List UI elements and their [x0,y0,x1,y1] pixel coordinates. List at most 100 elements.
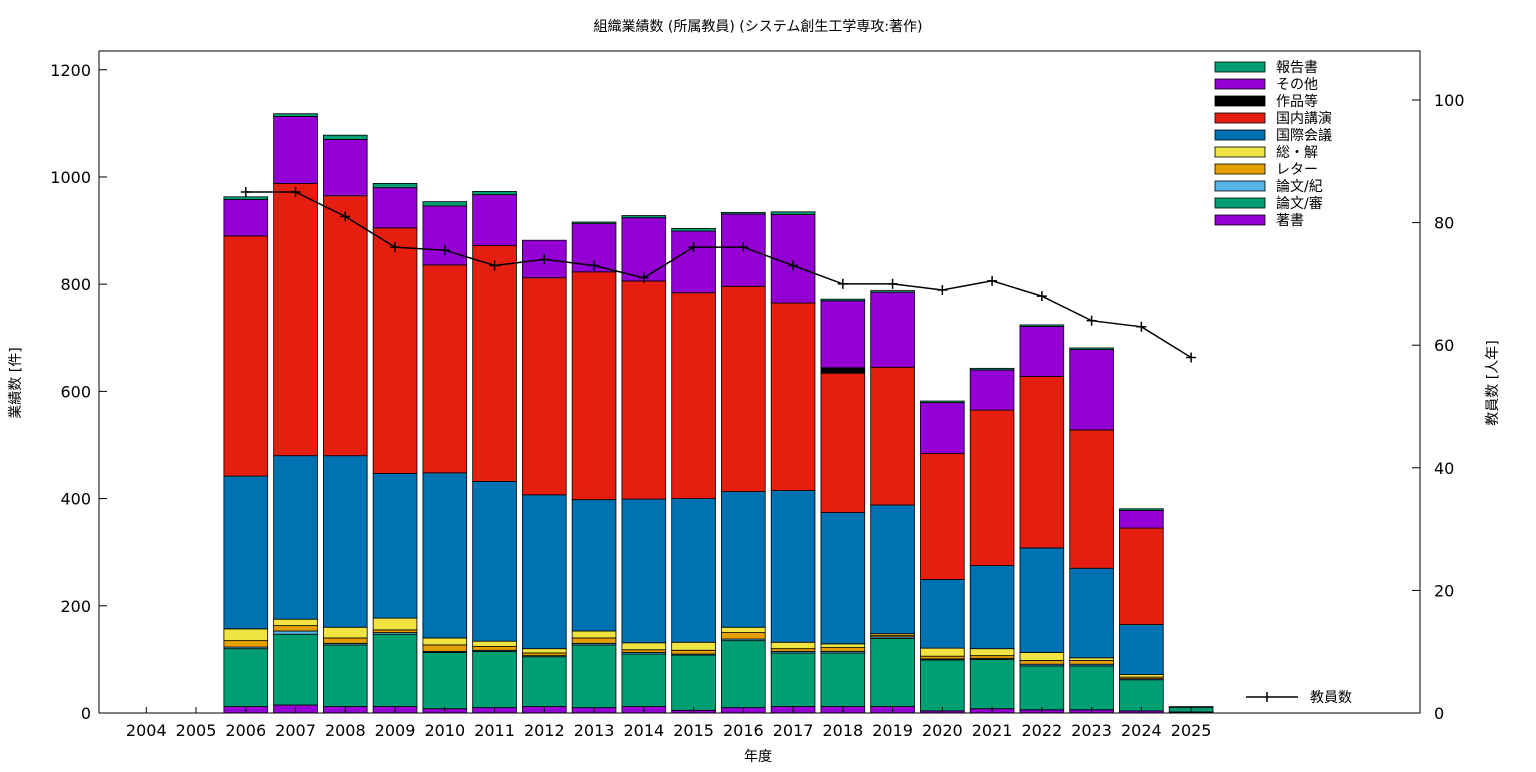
line-point [788,260,799,271]
x-tick-label: 2006 [225,721,266,740]
bar-segment [522,494,567,650]
bar-segment [1119,624,1164,675]
bar-segment [969,659,1015,710]
x-tick-label: 2007 [275,721,316,740]
bar-segment [571,637,617,644]
legend-label: レター [1276,162,1318,178]
bar-segment [322,637,368,644]
bar-segment [920,647,965,657]
line-point [1036,291,1047,302]
bar-segment [920,655,965,660]
bar-segment [223,640,269,648]
bar-segment [770,302,816,491]
line-point [489,260,500,271]
bar-segment [920,659,965,712]
line-point [987,275,998,286]
bar-segment [1019,652,1065,661]
legend-label: 国際会議 [1276,127,1332,144]
bar-segment [273,182,318,457]
line-point [738,242,749,253]
bar-segment [1069,429,1114,569]
x-tick-label: 2020 [922,721,963,740]
y-tick-label: 600 [60,382,91,401]
series-line-教員数 [245,191,1192,359]
x-tick-label: 2009 [375,721,416,740]
legend-swatch [1214,61,1266,73]
bar-segment [969,565,1015,650]
bar-segment [969,409,1015,566]
bar-segment [422,637,468,646]
bar-segment [1069,665,1114,711]
bar-segment [820,647,866,652]
bar-segment [770,211,816,215]
bar-segment [770,648,816,652]
legend-label: 作品等 [1276,93,1318,110]
bar-segment [1069,660,1114,665]
bar-segment [721,626,766,633]
bar-segment [322,455,368,628]
bar-segment [322,644,368,707]
x-tick-label: 2016 [723,721,764,740]
legend-label: 論文/紀 [1276,179,1323,195]
bar-segment [920,579,965,649]
bar-segment [621,217,667,282]
bar-segment [721,632,766,640]
legend-swatch [1214,129,1266,141]
bar-segment [472,245,517,482]
bar-segment [223,199,269,237]
bar-segment [969,648,1015,657]
legend-label: 報告書 [1276,60,1318,76]
bar-segment [273,630,318,635]
line-point [887,278,898,289]
bar-segment [671,292,716,499]
bar-segment [820,300,866,369]
x-tick-label: 2013 [574,721,615,740]
bar-segment [273,633,318,706]
bar-segment [870,366,915,506]
bar-segment [920,400,965,404]
x-tick-label: 2017 [773,721,814,740]
bar-segment [770,490,816,643]
y-tick-label: 400 [60,490,91,509]
bar-segment [1019,665,1065,711]
bar-segment [770,214,816,304]
bar-segment [770,641,816,650]
line-point [290,186,301,197]
bar-segment [721,640,766,709]
line-point [688,242,699,253]
legend-swatch [1214,78,1266,90]
y2-tick-label: 40 [1434,459,1454,478]
bar-segment [472,650,517,709]
bar-segment [322,626,368,639]
legend-swatch [1214,95,1266,107]
bar-segment [422,644,468,652]
bar-segment [223,196,269,200]
bar-segment [522,277,567,496]
line-point [1086,315,1097,326]
legend-label: 総・解 [1276,145,1318,161]
bar-segment [1069,567,1114,659]
bar-segment [1019,660,1065,665]
bar-segment [472,191,517,196]
bar-segment [372,629,418,633]
bar-segment [422,264,468,474]
y-tick-label: 800 [60,275,91,294]
x-tick-label: 2005 [176,721,217,740]
bar-segment [1119,508,1164,511]
bar-segment [820,652,866,707]
bar-segment [870,504,915,635]
bar-segment [422,652,468,710]
bar-segment [422,205,468,266]
bar-segment [472,194,517,246]
bar-segment [671,649,716,655]
bar-segment [223,648,269,707]
bar-segment [621,215,667,219]
bar-segment [522,656,567,707]
bar-segment [820,512,866,645]
bar-segment [522,648,567,654]
bar-segment [571,271,617,501]
axes-layer: 0 200 400 600 800 1000 1200 0 20 40 60 80 100 2004 200… [50,50,1465,740]
